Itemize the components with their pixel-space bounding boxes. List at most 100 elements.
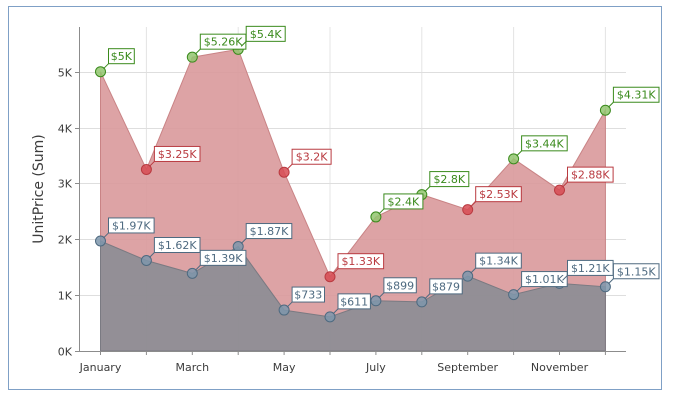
chart-frame: 0K 1K 2K 3K 4K 5K January March May July September… — [8, 6, 662, 390]
data-label: $1.21K — [571, 262, 610, 275]
label-connector — [286, 301, 293, 308]
data-label: $611 — [340, 295, 368, 308]
y-tick-label: 2K — [58, 234, 73, 247]
point-marker — [278, 304, 290, 316]
label-connector — [378, 208, 385, 215]
y-tick-label: 0K — [58, 346, 73, 359]
data-label-box — [245, 25, 286, 42]
point-marker — [186, 267, 198, 279]
axes: 0K 1K 2K 3K 4K 5K January March May July September… — [58, 27, 626, 374]
data-label-box — [429, 171, 470, 188]
data-label-box — [521, 271, 568, 288]
y-axis-title: UnitPrice (Sum) — [31, 134, 47, 243]
data-labels: $5K $3.25K $5.26K $5.4K $3.2K $1.33K $2.4K $2.8… — [103, 25, 660, 315]
label-connector — [516, 150, 522, 157]
data-label-box — [153, 145, 201, 162]
data-label: $899 — [386, 279, 414, 292]
point-marker — [278, 166, 290, 178]
x-tick-label: May — [273, 361, 296, 374]
label-connector — [194, 264, 201, 271]
label-connector — [103, 232, 109, 239]
point-marker — [508, 289, 520, 301]
label-connector — [240, 40, 247, 47]
data-label-box — [383, 193, 424, 210]
data-label: $879 — [432, 280, 460, 293]
x-tick-label: March — [176, 361, 210, 374]
label-connector — [608, 278, 614, 285]
y-tick-label: 1K — [58, 290, 73, 303]
data-label-box — [383, 277, 417, 294]
label-connector — [562, 275, 568, 281]
point-marker — [95, 66, 106, 78]
data-label-box — [521, 135, 568, 152]
data-label: $1.33K — [341, 255, 380, 268]
y-tick-label: 5K — [58, 67, 73, 80]
point-marker — [186, 51, 198, 63]
point-marker — [416, 296, 428, 308]
point-marker — [462, 204, 474, 216]
label-connector — [286, 163, 293, 170]
data-label-box — [291, 148, 332, 165]
x-tick-label: July — [365, 361, 386, 374]
label-connector — [516, 286, 522, 292]
point-marker — [462, 270, 474, 282]
label-connector — [424, 186, 431, 192]
data-label: $1.62K — [158, 239, 197, 252]
data-label-box — [475, 252, 522, 269]
data-label: $3.44K — [525, 137, 564, 150]
data-label: $1.97K — [112, 219, 151, 232]
label-connector — [149, 252, 155, 258]
point-marker — [508, 153, 520, 165]
label-connector — [378, 292, 385, 299]
label-connector — [470, 267, 477, 274]
data-label-box — [567, 166, 614, 183]
point-marker — [140, 255, 152, 267]
point-marker — [599, 104, 611, 116]
data-label: $2.4K — [388, 195, 420, 208]
data-label: $4.31K — [617, 89, 656, 102]
point-marker — [324, 271, 336, 283]
data-label-box — [612, 86, 660, 103]
data-label: $2.53K — [479, 188, 518, 201]
data-label-box — [199, 249, 247, 266]
area-chart: 0K 1K 2K 3K 4K 5K January March May July September… — [31, 25, 660, 374]
data-label: $1.87K — [250, 225, 289, 238]
label-connector — [562, 181, 568, 188]
data-label-box — [429, 278, 463, 295]
y-tick-label: 3K — [58, 178, 73, 191]
data-label-box — [153, 237, 201, 254]
data-label: $5.26K — [204, 36, 243, 49]
data-label-box — [108, 217, 155, 234]
point-marker — [140, 163, 152, 175]
label-connector — [332, 308, 339, 315]
data-label: $2.88K — [571, 169, 610, 182]
label-connector — [149, 161, 155, 167]
data-label: $1.01K — [525, 273, 564, 286]
label-connector — [332, 268, 339, 275]
data-label-box — [337, 253, 385, 270]
data-label-box — [337, 293, 371, 310]
data-label: $2.8K — [433, 173, 465, 186]
point-marker — [324, 311, 336, 323]
point-marker — [554, 184, 565, 196]
y-tick-label: 4K — [58, 123, 73, 136]
point-marker — [370, 211, 382, 223]
x-tick-label: November — [531, 361, 589, 374]
data-label: $5K — [111, 50, 133, 63]
label-connector — [424, 293, 431, 300]
label-connector — [608, 101, 614, 108]
point-marker — [95, 235, 106, 247]
data-label: $5.4K — [250, 28, 282, 41]
x-tick-label: September — [437, 361, 498, 374]
data-label-box — [475, 186, 522, 203]
point-marker — [599, 281, 611, 293]
x-tick-label: January — [79, 361, 122, 374]
data-label-box — [291, 286, 326, 303]
data-label: $3.2K — [296, 151, 328, 164]
data-label: $1.15K — [617, 265, 656, 278]
label-connector — [470, 201, 477, 208]
data-label-box — [612, 263, 660, 280]
data-label-box — [108, 48, 135, 65]
label-connector — [240, 238, 247, 244]
data-label-box — [245, 223, 293, 240]
